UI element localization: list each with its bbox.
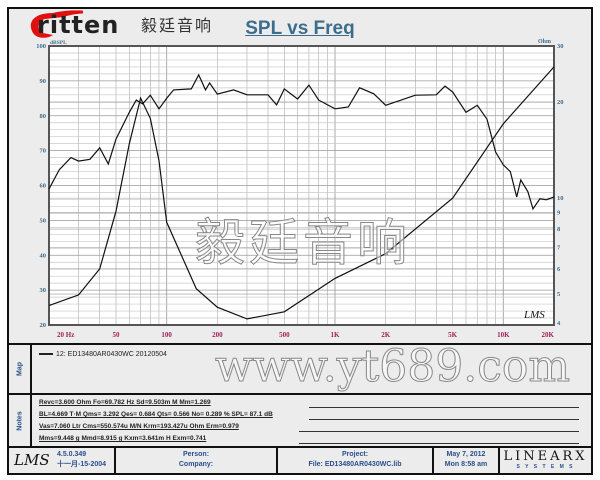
spl-curve: [48, 73, 555, 211]
y-right-tick-label: 20: [557, 99, 564, 106]
chart-panel: ritten 毅廷音响 SPL vs Freq 20 Hz 50 100 200 500…: [9, 9, 591, 345]
note-rule: [309, 419, 579, 420]
y-left-tick-label: 100: [36, 43, 46, 50]
lms-window: ritten 毅廷音响 SPL vs Freq 20 Hz 50 100 200 500…: [7, 7, 593, 475]
note-rule: [299, 443, 579, 444]
y-right-axis-label: Ohm: [538, 39, 551, 45]
date-cell: May 7, 2012 Mon 8:58 am: [434, 448, 500, 473]
person-label: Person:: [182, 451, 210, 458]
project-label: Project:: [341, 451, 369, 458]
y-left-axis-label: dBSPL: [50, 40, 67, 46]
logo-word: ritten: [37, 11, 120, 39]
y-right-tick-label: 10: [557, 195, 564, 202]
lms-watermark-mark: LMS: [523, 309, 545, 321]
x-tick-label: 20 Hz: [57, 331, 74, 339]
x-tick-label: 200: [212, 331, 223, 339]
legend-entry: 12: ED13480AR0430WC 20120504: [39, 351, 167, 358]
x-tick-label: 500: [279, 331, 290, 339]
time-text: Mon 8:58 am: [444, 461, 488, 468]
x-tick-label: 10K: [497, 331, 510, 339]
x-tick-label: 20K: [542, 331, 555, 339]
brand-logo: ritten 毅廷音响: [23, 9, 233, 43]
y-left-tick-label: 20: [40, 322, 47, 329]
y-left-tick-label: 90: [40, 78, 47, 85]
version-text: 4.5.0.349: [57, 451, 87, 458]
legend-text: 12: ED13480AR0430WC 20120504: [56, 351, 167, 358]
note-line: BL=4.669 T·M Qms= 3.292 Qes= 0.684 Qts= …: [39, 411, 273, 418]
logo-swoosh-icon: [30, 10, 83, 38]
x-tick-label: 50: [112, 331, 120, 339]
x-tick-label: 100: [161, 331, 172, 339]
build-date-text: 十一月-15-2004: [57, 461, 107, 468]
brand-text: LINEARX: [503, 449, 588, 464]
notes-label: Notes: [16, 410, 23, 431]
y-right-tick-label: 30: [557, 43, 564, 50]
logo-chinese: 毅廷音响: [141, 16, 214, 35]
y-right-tick-label: 5: [557, 291, 561, 298]
note-rule: [299, 431, 579, 432]
legend-line-icon: [39, 353, 53, 356]
y-right-tick-label: 8: [557, 226, 561, 233]
notes-side-label: Notes: [9, 395, 32, 446]
plot-border: [48, 45, 555, 326]
x-tick-label: 2K: [381, 331, 391, 339]
note-line: Vas=7.060 Ltr Cms=550.574u M/N Krm=193.4…: [39, 423, 239, 430]
y-left-tick-label: 40: [40, 252, 47, 259]
footer: LMS 4.5.0.349 十一月-15-2004 Person: Compan…: [9, 448, 591, 473]
y-left-tick-label: 60: [40, 183, 47, 190]
x-tick-label: 1K: [331, 331, 341, 339]
y-left-tick-label: 80: [40, 113, 47, 120]
note-line: Mms=9.448 g Mmd=8.915 g Kxm=3.641m H Exm…: [39, 435, 207, 442]
notes-panel: Notes Revc=3.600 Ohm Fo=69.782 Hz Sd=9.5…: [9, 395, 591, 448]
lms-logo: LMS: [14, 451, 50, 469]
linearx-logo: LINEARX S Y S T E M S: [500, 448, 591, 473]
y-right-tick-label: 4: [557, 320, 561, 327]
note-line: Revc=3.600 Ohm Fo=69.782 Hz Sd=9.503m M …: [39, 399, 211, 406]
file-name: File: ED13480AR0430WC.lib: [308, 461, 402, 468]
y-right-tick-label: 6: [557, 266, 561, 273]
company-label: Company:: [178, 461, 214, 468]
y-right-tick-label: 9: [557, 210, 561, 217]
note-rule: [309, 407, 579, 408]
y-left-tick-label: 50: [40, 217, 47, 224]
footer-version-cell: LMS 4.5.0.349 十一月-15-2004: [9, 448, 116, 473]
map-side-label: Map: [9, 345, 32, 393]
y-right-tick-label: 7: [557, 245, 561, 252]
x-tick-label: 5K: [448, 331, 458, 339]
chart-title: SPL vs Freq: [245, 18, 355, 39]
spl-impedance-plot: 20 Hz 50 100 200 500 1K 2K 5K 10K 20K 20 30 40 50 60 70…: [36, 39, 564, 339]
y-left-tick-label: 70: [40, 148, 47, 155]
y-left-tick-label: 30: [40, 287, 47, 294]
map-panel: Map 12: ED13480AR0430WC 20120504: [9, 345, 591, 395]
date-text: May 7, 2012: [446, 451, 486, 458]
person-cell: Person: Company:: [116, 448, 278, 473]
map-label: Map: [16, 362, 23, 376]
project-cell: Project: File: ED13480AR0430WC.lib: [278, 448, 434, 473]
brand-sub-text: S Y S T E M S: [516, 464, 575, 470]
impedance-curve: [48, 66, 555, 320]
